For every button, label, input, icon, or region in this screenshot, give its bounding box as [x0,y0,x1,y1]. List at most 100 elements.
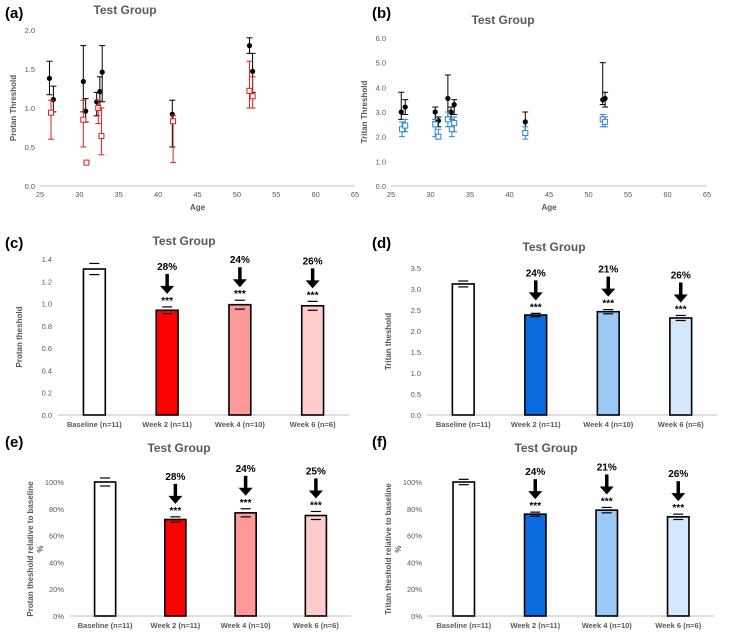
significance-label: *** [602,299,614,310]
data-point-circle [448,109,454,115]
x-tick-label: 45 [545,190,553,199]
bar [234,512,257,617]
data-point-circle [602,95,608,102]
y-tick-label: 20% [49,585,64,594]
data-point-square [451,120,458,127]
x-tick-label: 35 [466,190,474,199]
y-tick-label: 0.6 [42,344,52,353]
y-tick-label: 60% [407,532,422,541]
bar [155,309,179,416]
percent-change-label: 24% [230,255,250,266]
data-point-circle [46,75,53,81]
x-tick-label: 50 [584,190,592,199]
x-tick-label: 60 [663,190,671,199]
data-point-circle [246,43,253,49]
data-point-circle [451,102,457,108]
percent-change-label: 21% [598,265,618,276]
y-axis-label: Protan theshold [15,306,24,367]
bar [523,513,547,617]
x-tick-label: Baseline (n=11) [436,621,491,630]
significance-label: *** [240,498,252,509]
arrow-head [168,495,183,504]
x-tick-label: 30 [426,190,434,199]
y-tick-label: 0.0 [25,182,35,191]
percent-change-label: 28% [165,472,185,483]
y-tick-label: 100% [45,478,65,487]
y-tick-label: 80% [49,505,64,514]
y-tick-label: 2.0 [411,327,421,336]
y-tick-label: 0.5 [25,143,35,152]
panel-label: (e) [5,434,23,451]
data-point-square [170,118,177,125]
y-tick-label: 1.0 [411,369,421,378]
x-tick-label: 65 [351,190,359,199]
bar [669,317,693,416]
x-tick-label: Week 2 (n=11) [142,420,192,429]
y-axis-label: % [36,545,45,552]
x-tick-label: Week 6 (n=6) [655,621,701,630]
percent-change-label: 26% [303,256,323,267]
y-axis-label: Protan theshold relative to baseline [26,481,35,617]
percent-change-label: 28% [157,262,177,273]
y-axis-label: % [394,545,403,552]
data-point-circle [83,108,89,114]
arrow-head [528,491,543,500]
bar [524,314,548,416]
chart-title: Test Group [152,234,215,248]
data-point-square [448,126,455,133]
y-tick-label: 1.5 [411,348,421,357]
y-tick-label: 40% [407,558,422,567]
bar [304,514,328,617]
chart-title: Test Group [522,240,585,254]
x-tick-label: 40 [505,190,513,199]
percent-change-label: 25% [306,466,326,477]
y-tick-label: 2.0 [25,26,35,35]
data-point-circle [99,69,105,75]
y-tick-label: 0.0 [411,411,421,420]
y-tick-label: 3.0 [411,285,421,294]
significance-label: *** [530,302,542,313]
y-tick-label: 40% [49,558,64,567]
y-axis-label: Tritan Threshold [360,81,369,144]
data-point-circle [50,96,56,103]
x-tick-label: 25 [387,190,395,199]
x-tick-label: 55 [272,190,280,199]
y-axis-label: Tritan theshold [384,313,393,370]
bar [164,518,187,617]
data-point-square [80,116,87,123]
x-tick-label: 50 [233,190,241,199]
bar [82,268,107,416]
significance-label: *** [675,304,687,315]
x-tick-label: Week 2 (n=11) [511,420,561,429]
x-tick-label: 55 [624,190,632,199]
data-point-square [602,118,609,125]
y-tick-label: 0.8 [42,322,52,331]
data-point-square [48,109,55,116]
y-tick-label: 4.0 [376,83,386,92]
data-point-square [432,121,439,128]
y-tick-label: 5.0 [376,59,386,68]
significance-label: *** [161,296,173,307]
panel-label: (d) [372,235,391,252]
y-tick-label: 0.5 [411,390,421,399]
panel-label: (f) [372,434,387,451]
bar-panel-2: (c) Test Group 0.0 0.2 0.4 0.6 0.8 1.0 1.2 1.4 Pro… [5,234,349,429]
chart-title: Test Group [147,441,210,455]
significance-label: *** [310,500,322,511]
x-tick-label: 40 [154,190,162,199]
y-tick-label: 80% [407,505,422,514]
chart-title: Test Group [93,3,156,17]
y-tick-label: 1.0 [42,300,52,309]
bar [595,509,619,617]
data-point-square [83,159,90,166]
data-point-circle [80,78,86,85]
data-point-circle [402,104,408,110]
percent-change-label: 26% [671,270,691,281]
arrow-head [528,292,543,301]
y-tick-label: 0.0 [42,411,52,420]
data-point-square [402,122,409,129]
arrow-head [160,285,175,294]
arrow-head [673,294,688,303]
data-point-square [522,129,529,136]
